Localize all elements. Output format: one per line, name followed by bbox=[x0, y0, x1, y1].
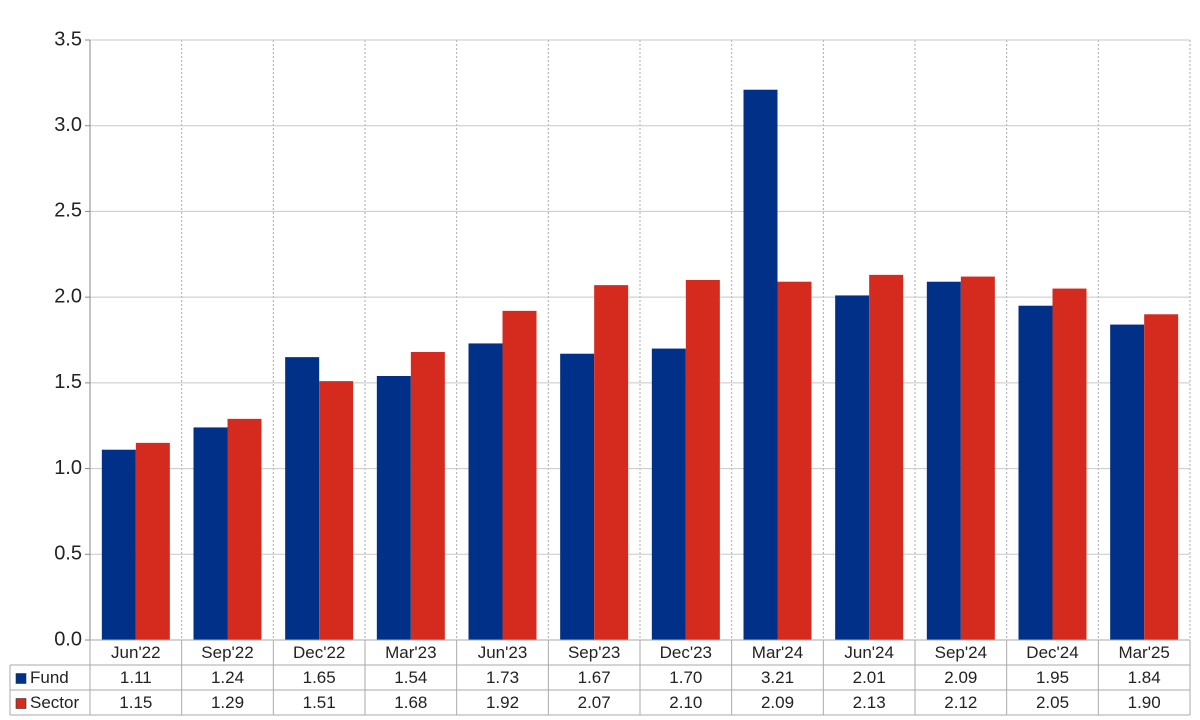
y-tick-label: 0.0 bbox=[54, 628, 82, 650]
x-tick-label: Jun'23 bbox=[478, 643, 528, 662]
bar bbox=[960, 276, 995, 640]
table-value: 1.29 bbox=[211, 693, 244, 712]
table-value: 2.09 bbox=[944, 668, 977, 687]
table-value: 1.15 bbox=[119, 693, 152, 712]
table-value: 1.51 bbox=[303, 693, 336, 712]
y-tick-label: 2.5 bbox=[54, 200, 82, 222]
x-tick-label: Dec'23 bbox=[660, 643, 712, 662]
table-value: 1.73 bbox=[486, 668, 519, 687]
x-tick-label: Mar'24 bbox=[752, 643, 803, 662]
x-tick-label: Sep'24 bbox=[935, 643, 987, 662]
bar bbox=[685, 280, 720, 640]
bar bbox=[1052, 288, 1087, 640]
table-value: 2.01 bbox=[853, 668, 886, 687]
bar bbox=[835, 295, 870, 640]
x-tick-label: Mar'23 bbox=[385, 643, 436, 662]
table-value: 1.65 bbox=[303, 668, 336, 687]
bar bbox=[502, 310, 537, 640]
y-tick-label: 0.5 bbox=[54, 543, 82, 565]
table-value: 1.24 bbox=[211, 668, 244, 687]
table-value: 3.21 bbox=[761, 668, 794, 687]
bar bbox=[1018, 305, 1053, 640]
table-value: 1.95 bbox=[1036, 668, 1069, 687]
table-value: 1.11 bbox=[120, 668, 152, 687]
table-value: 2.10 bbox=[669, 693, 702, 712]
table-value: 1.84 bbox=[1128, 668, 1161, 687]
legend-label: Sector bbox=[30, 693, 79, 712]
x-tick-label: Dec'22 bbox=[293, 643, 345, 662]
table-value: 1.92 bbox=[486, 693, 519, 712]
bar bbox=[135, 442, 170, 640]
x-tick-label: Sep'22 bbox=[201, 643, 253, 662]
bar bbox=[319, 381, 354, 640]
table-value: 2.07 bbox=[578, 693, 611, 712]
table-value: 1.68 bbox=[394, 693, 427, 712]
legend-swatch bbox=[15, 673, 27, 684]
bar bbox=[285, 357, 320, 640]
bar bbox=[468, 343, 503, 640]
bar bbox=[193, 427, 228, 640]
bar bbox=[777, 281, 812, 640]
bar bbox=[101, 449, 136, 640]
bar bbox=[651, 348, 686, 640]
bar bbox=[410, 352, 445, 640]
table-value: 2.05 bbox=[1036, 693, 1069, 712]
table-value: 1.70 bbox=[669, 668, 702, 687]
legend-label: Fund bbox=[30, 668, 69, 687]
table-value: 1.54 bbox=[394, 668, 427, 687]
x-tick-label: Jun'24 bbox=[844, 643, 894, 662]
bar bbox=[376, 376, 411, 640]
bar bbox=[560, 353, 595, 640]
y-tick-label: 1.0 bbox=[54, 457, 82, 479]
bar bbox=[1110, 324, 1145, 640]
table-value: 2.09 bbox=[761, 693, 794, 712]
x-tick-label: Sep'23 bbox=[568, 643, 620, 662]
table-value: 1.67 bbox=[578, 668, 611, 687]
x-tick-label: Jun'22 bbox=[111, 643, 161, 662]
table-value: 2.13 bbox=[853, 693, 886, 712]
bar bbox=[926, 281, 961, 640]
table-value: 2.12 bbox=[944, 693, 977, 712]
bar bbox=[743, 89, 778, 640]
bar bbox=[594, 285, 629, 640]
y-tick-label: 1.5 bbox=[54, 371, 82, 393]
bar bbox=[869, 274, 904, 640]
x-tick-label: Dec'24 bbox=[1026, 643, 1078, 662]
table-value: 1.90 bbox=[1128, 693, 1161, 712]
x-tick-label: Mar'25 bbox=[1118, 643, 1169, 662]
y-tick-label: 2.0 bbox=[54, 285, 82, 307]
y-tick-label: 3.5 bbox=[54, 28, 82, 50]
bar bbox=[1144, 314, 1179, 640]
bar bbox=[227, 418, 262, 640]
y-tick-label: 3.0 bbox=[54, 114, 82, 136]
legend-swatch bbox=[15, 698, 27, 709]
